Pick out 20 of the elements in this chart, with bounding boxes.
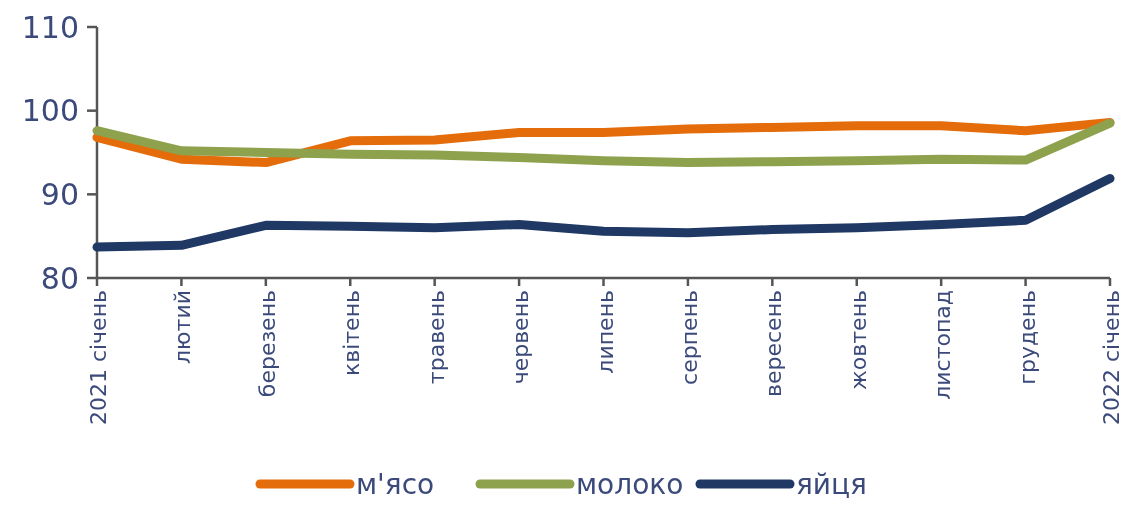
x-tick-label: березень [254, 290, 280, 398]
legend-label: яйця [796, 467, 867, 501]
y-tick-label: 100 [21, 93, 79, 129]
x-tick-label: червень [508, 290, 534, 385]
x-tick-label: лютий [170, 290, 196, 364]
x-tick-label: грудень [1014, 290, 1040, 385]
legend-label: молоко [576, 467, 684, 501]
x-tick-label: вересень [761, 290, 787, 397]
x-tick-label: травень [423, 290, 449, 385]
x-tick-label: липень [592, 290, 618, 374]
x-tick-label: листопад [930, 290, 956, 400]
x-tick-label: серпень [676, 290, 702, 385]
x-tick-label: жовтень [845, 290, 871, 390]
x-tick-label: 2022 січень [1099, 290, 1124, 426]
x-tick-label: 2021 січень [86, 290, 111, 426]
x-tick-label: квітень [339, 290, 365, 377]
y-tick-label: 110 [21, 9, 79, 45]
legend-label: м'ясо [356, 467, 435, 501]
y-tick-label: 80 [40, 260, 79, 296]
y-tick-label: 90 [40, 176, 79, 212]
